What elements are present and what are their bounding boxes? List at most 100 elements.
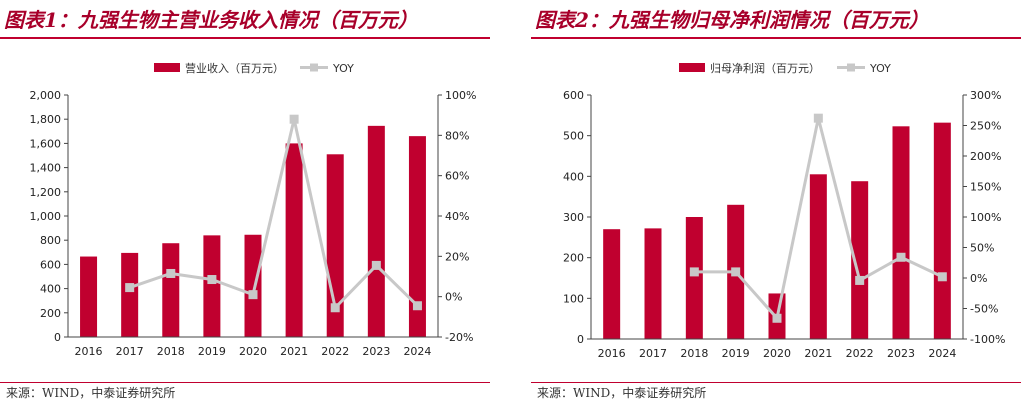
x-tick-label: 2019 (198, 345, 226, 358)
y-tick-label-left: 800 (40, 234, 61, 247)
bar-2020 (244, 234, 262, 337)
yoy-point-2023 (896, 252, 906, 262)
x-tick-label: 2017 (116, 345, 144, 358)
bar-2022 (851, 181, 869, 339)
y-tick-label-left: 1,200 (30, 186, 62, 199)
x-tick-label: 2021 (804, 347, 832, 360)
legend: 营业收入（百万元） YOY (154, 61, 354, 75)
yoy-point-2019 (731, 267, 741, 277)
bar-2018 (685, 217, 703, 339)
yoy-point-2024 (412, 301, 422, 311)
y-tick-label-left: 200 (563, 252, 584, 265)
legend-label-bar: 归母净利润（百万元） (710, 61, 820, 75)
y-tick-label-right: 50% (970, 242, 994, 255)
x-tick-label: 2017 (639, 347, 667, 360)
y-tick-label-right: 40% (445, 210, 469, 223)
yoy-point-2023 (371, 260, 381, 270)
x-ticks: 2016 2017 2018 2019 2020 2021 2022 2023 2024 (598, 347, 957, 360)
chart-panel-net-profit: 图表2：九强生物归母净利润情况（百万元） 归母净利润（百万元） YOY 0 100 20… (531, 0, 1031, 406)
chart-revenue: 营业收入（百万元） YOY 0 200 400 600 800 1,000 1,200 1,400… (30, 61, 477, 358)
title-rule (0, 37, 490, 39)
legend-marker-line (847, 63, 855, 72)
x-tick-label: 2021 (280, 345, 308, 358)
legend-label-line: YOY (869, 62, 891, 75)
y-tick-label-left: 200 (40, 307, 61, 320)
bar-2018 (162, 243, 180, 337)
yoy-point-2021 (289, 114, 299, 124)
legend-swatch-bar (679, 63, 705, 72)
y-ticks-right: -100% -50% 0% 50% 100% 150% 200% 250% 300% (963, 89, 1005, 346)
x-tick-label: 2022 (846, 347, 874, 360)
y-tick-label-left: 600 (40, 258, 61, 271)
y-tick-label-right: -20% (445, 331, 473, 344)
y-tick-label-left: 500 (563, 130, 584, 143)
legend-marker-line (310, 63, 318, 72)
legend-swatch-bar (154, 63, 180, 72)
bar-2017 (644, 228, 662, 339)
legend: 归母净利润（百万元） YOY (679, 61, 891, 75)
y-tick-label-left: 400 (40, 283, 61, 296)
x-tick-label: 2018 (157, 345, 185, 358)
y-tick-label-right: 0% (445, 291, 462, 304)
chart-panel-revenue: 图表1：九强生物主营业务收入情况（百万元） 营业收入（百万元） YOY 0 200 40… (0, 0, 500, 406)
x-tick-label: 2020 (763, 347, 791, 360)
yoy-line (129, 117, 419, 310)
bar-2023 (367, 125, 385, 337)
y-tick-label-left: 1,400 (30, 162, 62, 175)
y-tick-label-left: 0 (54, 331, 61, 344)
legend-label-bar: 营业收入（百万元） (185, 61, 284, 75)
y-tick-label-right: 100% (970, 211, 1001, 224)
y-tick-label-left: 0 (577, 333, 584, 346)
bar-2021 (285, 143, 303, 337)
y-tick-label-right: 200% (970, 150, 1001, 163)
source-rule (0, 382, 490, 383)
y-tick-label-left: 300 (563, 211, 584, 224)
bar-2024 (408, 136, 426, 337)
x-tick-label: 2023 (362, 345, 390, 358)
y-tick-label-left: 1,800 (30, 113, 62, 126)
yoy-point-2018 (689, 267, 699, 277)
x-tick-label: 2024 (928, 347, 956, 360)
x-tick-label: 2023 (887, 347, 915, 360)
source-note: 来源：WIND，中泰证券研究所 (6, 386, 176, 400)
yoy-point-2022 (330, 303, 340, 313)
y-tick-label-right: 0% (970, 272, 987, 285)
y-tick-label-right: 150% (970, 181, 1001, 194)
x-tick-label: 2016 (598, 347, 626, 360)
y-tick-label-right: 20% (445, 250, 469, 263)
yoy-point-2022 (855, 275, 865, 285)
y-tick-label-left: 2,000 (30, 89, 62, 102)
y-tick-label-right: -50% (970, 303, 998, 316)
bar-series (603, 122, 951, 340)
y-ticks-right: -20% 0% 20% 40% 60% 80% 100% (438, 89, 476, 344)
y-tick-label-left: 600 (563, 89, 584, 102)
title-rule (531, 37, 1021, 39)
chart-net-profit: 归母净利润（百万元） YOY 0 100 200 300 400 500 600 -100% -50… (563, 61, 1005, 360)
line-series-yoy (689, 113, 947, 323)
x-ticks: 2016 2017 2018 2019 2020 2021 2022 2023 2024 (75, 345, 432, 358)
y-tick-label-right: 60% (445, 170, 469, 183)
source-note: 来源：WIND，中泰证券研究所 (537, 386, 707, 400)
yoy-point-2017 (125, 283, 135, 293)
chart-title: 图表2：九强生物归母净利润情况（百万元） (535, 8, 929, 32)
x-tick-label: 2024 (403, 345, 431, 358)
y-tick-label-right: 100% (445, 89, 476, 102)
source-rule (531, 382, 1021, 383)
chart-title: 图表1：九强生物主营业务收入情况（百万元） (4, 8, 418, 32)
bar-2023 (892, 126, 910, 340)
x-tick-label: 2016 (75, 345, 103, 358)
y-tick-label-right: -100% (970, 333, 1005, 346)
y-tick-label-left: 1,600 (30, 137, 62, 150)
yoy-point-2024 (937, 272, 947, 282)
bar-series (80, 125, 426, 337)
yoy-point-2020 (248, 290, 258, 300)
y-tick-label-left: 400 (563, 170, 584, 183)
bar-2016 (80, 256, 98, 337)
yoy-point-2019 (207, 275, 217, 285)
y-tick-label-right: 80% (445, 129, 469, 142)
x-tick-label: 2020 (239, 345, 267, 358)
bar-2024 (933, 122, 951, 339)
bar-2021 (809, 174, 827, 339)
yoy-point-2021 (813, 113, 823, 123)
bar-2019 (203, 235, 221, 337)
